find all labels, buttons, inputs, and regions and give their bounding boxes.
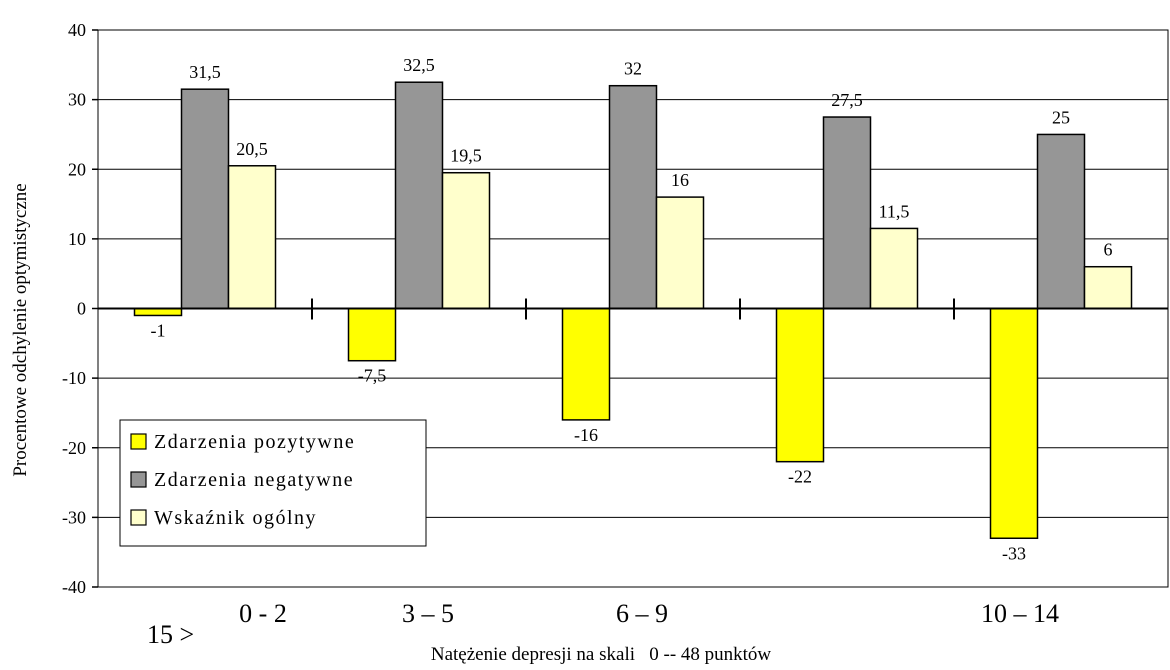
extra-category-label: 15 >: [147, 620, 194, 649]
data-label: 19,5: [450, 146, 482, 166]
x-category-label: 0 - 2: [239, 599, 287, 628]
bar: [1036, 133, 1086, 310]
data-label: -16: [574, 425, 598, 445]
data-label: 31,5: [189, 62, 221, 82]
data-label: 27,5: [831, 90, 863, 110]
data-label: 11,5: [879, 201, 910, 221]
data-label: 6: [1104, 240, 1113, 260]
legend-swatch: [130, 509, 147, 526]
bar: [441, 171, 491, 310]
data-label: -22: [788, 467, 812, 487]
data-label: 32: [624, 59, 642, 79]
y-tick-label: 30: [68, 90, 86, 110]
data-label: 25: [1052, 107, 1070, 127]
bar: [227, 165, 277, 310]
bar: [775, 307, 825, 463]
x-category-label: 3 – 5: [402, 599, 454, 628]
y-tick-label: 40: [68, 20, 86, 40]
y-tick-label: 0: [77, 299, 86, 319]
data-label: -1: [151, 320, 166, 340]
legend-label: Wskaźnik ogólny: [154, 507, 317, 529]
x-category-label: 10 – 14: [981, 599, 1059, 628]
bar: [822, 116, 872, 310]
x-axis-title: Natężenie depresji na skali 0 -- 48 punk…: [431, 644, 772, 665]
y-tick-label: -30: [62, 507, 86, 527]
legend-label: Zdarzenia pozytywne: [154, 431, 355, 453]
bars: [133, 81, 1133, 540]
legend-swatch: [130, 471, 147, 488]
y-axis-title: Procentowe odchylenie optymistyczne: [10, 183, 31, 476]
y-tick-label: -10: [62, 368, 86, 388]
data-label: 32,5: [403, 55, 435, 75]
legend: Zdarzenia pozytywne Zdarzenia negatywne Ws…: [119, 419, 427, 547]
bar: [394, 81, 444, 310]
bar: [1083, 265, 1133, 310]
x-category-label: 6 – 9: [616, 599, 668, 628]
data-label: 20,5: [236, 139, 268, 159]
bar: [655, 196, 705, 310]
data-label: -33: [1002, 543, 1026, 563]
legend-label: Zdarzenia negatywne: [154, 469, 354, 491]
bar: [180, 88, 230, 310]
y-tick-label: 10: [68, 229, 86, 249]
bar: [989, 307, 1039, 540]
bar: [561, 307, 611, 421]
legend-box: [119, 419, 427, 547]
axes: 40 30 20 10 0 -10 -20 -30 -40 0 - 2 3 – 5 6 – 9 10 –…: [62, 20, 1169, 628]
bar: [608, 84, 658, 310]
bar: [347, 307, 397, 362]
y-tick-label: 20: [68, 159, 86, 179]
y-tick-label: -20: [62, 438, 86, 458]
legend-swatch: [130, 433, 147, 450]
bar: [869, 227, 919, 310]
data-labels: -1 31,5 20,5 -7,5 32,5 19,5 -16 32 16 -22 27,5 11,5…: [151, 55, 1113, 563]
data-label: -7,5: [358, 366, 387, 386]
data-label: 16: [671, 170, 689, 190]
y-tick-label: -40: [62, 577, 86, 597]
bar: [133, 307, 183, 317]
